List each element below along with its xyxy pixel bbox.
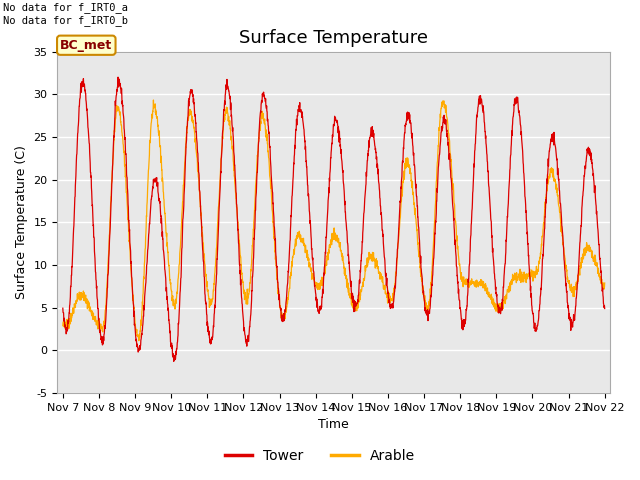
Text: BC_met: BC_met — [60, 39, 113, 52]
Arable — [59, 323, 67, 329]
Title: Surface Temperature: Surface Temperature — [239, 29, 428, 48]
Tower — [601, 306, 609, 312]
Tower — [568, 320, 576, 325]
Tower — [170, 359, 177, 364]
Arable — [492, 302, 499, 308]
Arable — [601, 280, 609, 286]
Arable — [150, 97, 157, 103]
Tower — [114, 74, 122, 80]
Arable — [554, 192, 561, 197]
Arable — [362, 268, 369, 274]
Tower — [350, 302, 358, 308]
Tower — [492, 287, 499, 292]
Line: Tower: Tower — [63, 77, 605, 361]
X-axis label: Time: Time — [318, 419, 349, 432]
Arable — [211, 276, 218, 282]
Arable — [568, 287, 576, 293]
Legend: Tower, Arable: Tower, Arable — [219, 443, 421, 468]
Tower — [59, 305, 67, 311]
Y-axis label: Surface Temperature (C): Surface Temperature (C) — [15, 145, 28, 300]
Line: Arable: Arable — [63, 100, 605, 341]
Tower — [362, 187, 369, 193]
Arable — [135, 338, 143, 344]
Tower — [554, 160, 561, 166]
Text: No data for f_IRT0_a
No data for f_IRT0_b: No data for f_IRT0_a No data for f_IRT0_… — [3, 2, 128, 26]
Tower — [211, 310, 218, 316]
Arable — [350, 298, 358, 303]
